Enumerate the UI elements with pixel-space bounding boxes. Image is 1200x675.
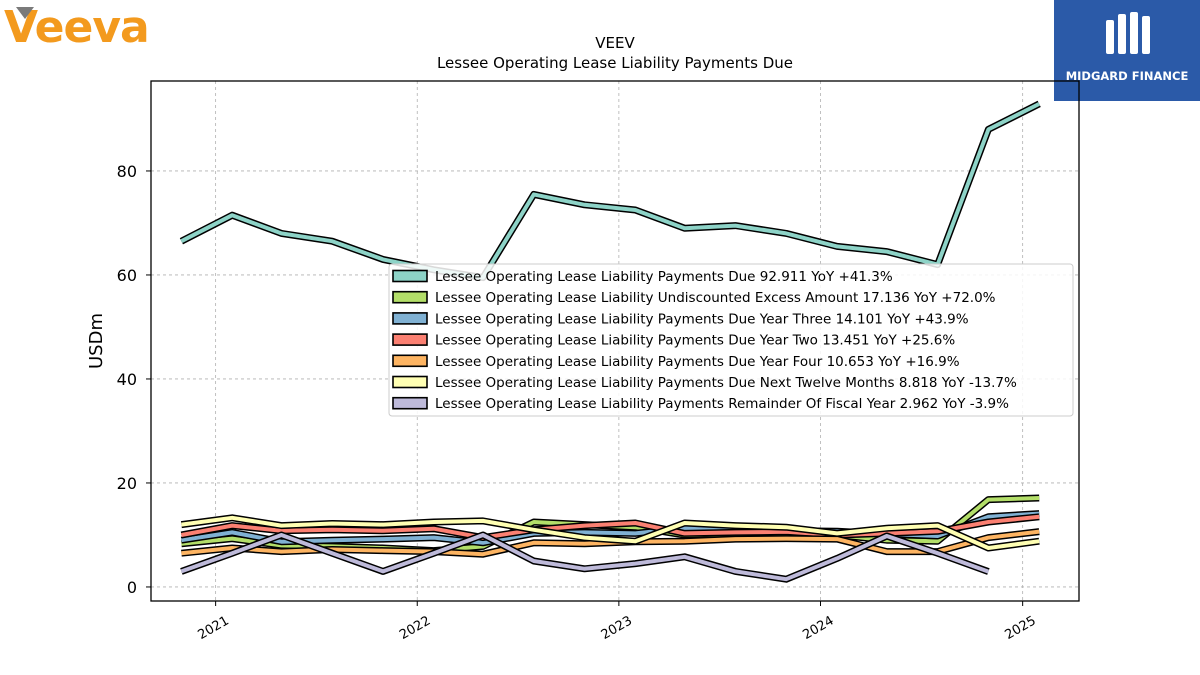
legend-label: Lessee Operating Lease Liability Payment… [435,333,955,349]
series-line [180,513,1040,542]
legend-label: Lessee Operating Lease Liability Payment… [435,396,1009,412]
x-tick-label: 2025 [1002,613,1038,643]
midgard-finance-text: MIDGARD FINANCE [1065,69,1189,83]
legend-swatch [392,269,428,283]
y-axis-label: USDm [86,313,107,369]
series-line [180,514,1040,552]
series-line [179,100,1041,282]
chart-subtitle: Lessee Operating Lease Liability Payment… [437,54,793,72]
chart-title: VEEV [595,34,635,52]
series-line [180,531,990,583]
legend-label: Lessee Operating Lease Liability Payment… [435,311,969,327]
y-tick-label: 60 [117,266,137,285]
midgard-emblem-icon [1106,12,1150,54]
legend-label: Lessee Operating Lease Liability Payment… [435,269,893,285]
legend-box [388,263,1074,417]
x-tick-label: 2022 [397,613,433,643]
legend-swatch [392,312,428,325]
legend: Lessee Operating Lease Liability Payment… [388,263,1074,417]
legend-swatch [392,290,428,304]
legend-label: Lessee Operating Lease Liability Payment… [435,354,960,370]
logo-triangle-icon [16,7,34,19]
series-lines [179,100,1041,583]
legend-label: Lessee Operating Lease Liability Payment… [435,375,1017,391]
y-tick-label: 80 [117,162,137,181]
y-tick-label: 0 [127,578,137,597]
midgard-finance-logo: MIDGARD FINANCE [1054,0,1200,101]
legend-swatch [392,354,428,368]
plot-frame [150,80,1080,602]
x-tick-label: 2024 [800,613,836,643]
y-tick-label: 40 [117,370,137,389]
y-tick-label: 20 [117,474,137,493]
x-tick-label: 2021 [195,613,231,643]
legend-swatch [392,333,428,346]
veeva-logo: Veeva [4,2,150,53]
legend-swatch [392,375,428,389]
legend-label: Lessee Operating Lease Liability Undisco… [435,290,996,306]
legend-swatch [392,396,428,410]
x-tick-label: 2023 [599,613,635,643]
